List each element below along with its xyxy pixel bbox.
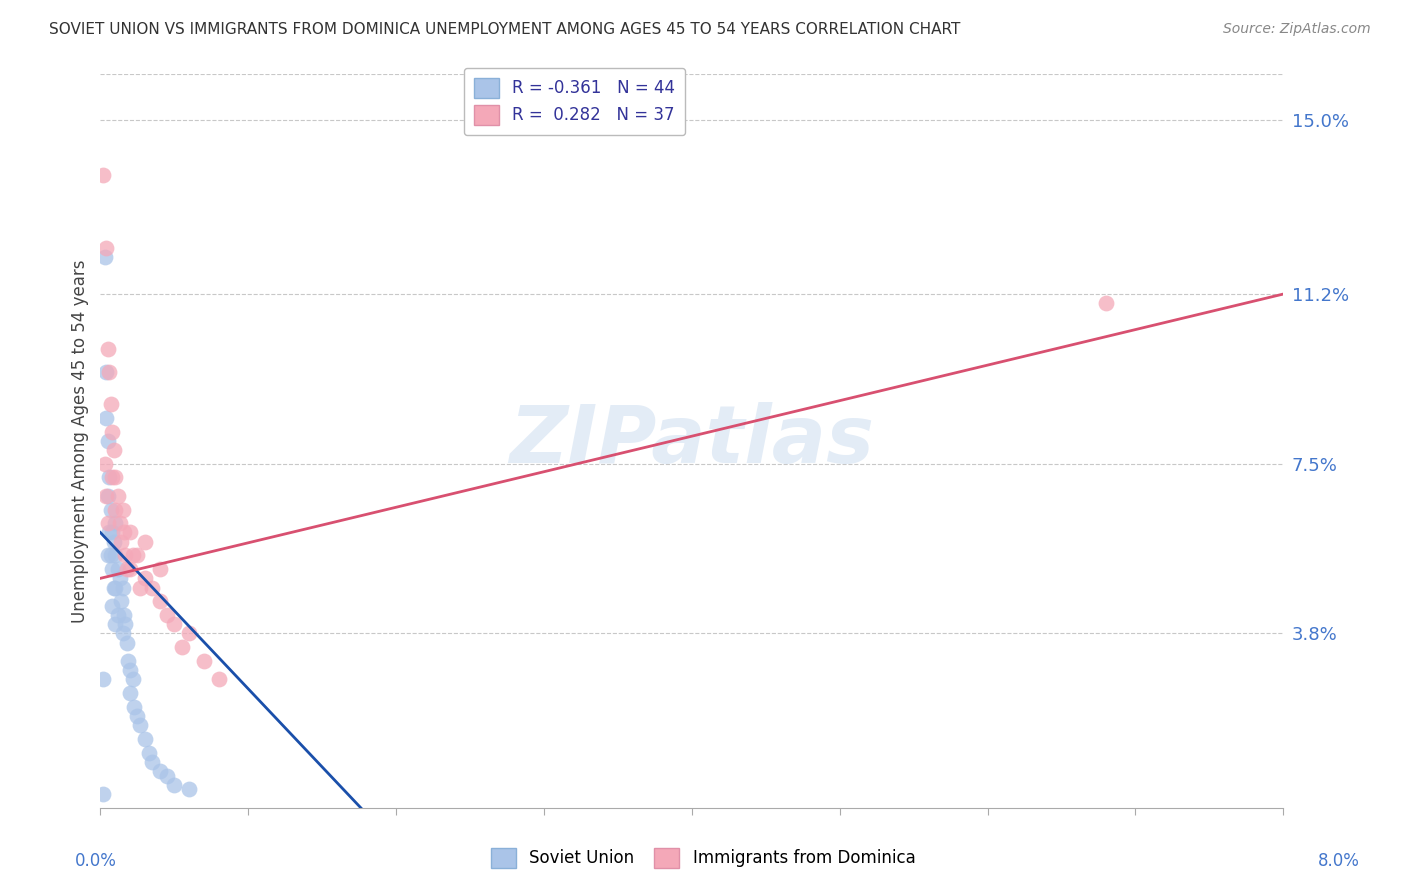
Point: [138, 746, 160, 760]
Point: [110, 534, 132, 549]
Point: [118, 663, 141, 677]
Point: [115, 635, 138, 649]
Point: [1095, 296, 1118, 310]
Point: [94, 251, 117, 265]
Point: [98, 525, 121, 540]
Point: [193, 654, 215, 668]
Point: [112, 525, 135, 540]
Point: [91, 787, 114, 801]
Point: [111, 626, 134, 640]
Point: [104, 470, 127, 484]
Point: [156, 607, 179, 622]
Text: 0.0%: 0.0%: [75, 852, 117, 870]
Point: [96, 241, 118, 255]
Point: [127, 549, 149, 563]
Point: [114, 617, 136, 632]
Point: [97, 549, 120, 563]
Point: [111, 581, 134, 595]
Point: [208, 672, 231, 686]
Point: [163, 778, 186, 792]
Point: [101, 470, 124, 484]
Text: 8.0%: 8.0%: [1317, 852, 1360, 870]
Point: [118, 562, 141, 576]
Point: [134, 534, 156, 549]
Legend: R = -0.361   N = 44, R =  0.282   N = 37: R = -0.361 N = 44, R = 0.282 N = 37: [464, 68, 685, 135]
Point: [97, 489, 120, 503]
Point: [100, 397, 122, 411]
Point: [101, 599, 124, 613]
Point: [122, 549, 145, 563]
Point: [141, 755, 163, 769]
Point: [100, 549, 122, 563]
Point: [115, 562, 138, 576]
Point: [108, 571, 131, 585]
Point: [100, 502, 122, 516]
Point: [98, 470, 121, 484]
Point: [104, 549, 127, 563]
Point: [96, 410, 118, 425]
Text: SOVIET UNION VS IMMIGRANTS FROM DOMINICA UNEMPLOYMENT AMONG AGES 45 TO 54 YEARS : SOVIET UNION VS IMMIGRANTS FROM DOMINICA…: [49, 22, 960, 37]
Point: [129, 718, 152, 732]
Point: [134, 571, 156, 585]
Text: ZIPatlas: ZIPatlas: [509, 401, 875, 480]
Point: [104, 581, 127, 595]
Point: [122, 672, 145, 686]
Point: [111, 502, 134, 516]
Point: [129, 581, 152, 595]
Point: [156, 768, 179, 782]
Point: [101, 425, 124, 439]
Point: [110, 594, 132, 608]
Legend: Soviet Union, Immigrants from Dominica: Soviet Union, Immigrants from Dominica: [484, 841, 922, 875]
Point: [91, 168, 114, 182]
Point: [170, 640, 193, 654]
Point: [127, 709, 149, 723]
Point: [97, 434, 120, 448]
Point: [97, 516, 120, 531]
Point: [108, 516, 131, 531]
Point: [148, 562, 170, 576]
Point: [107, 607, 129, 622]
Y-axis label: Unemployment Among Ages 45 to 54 years: Unemployment Among Ages 45 to 54 years: [72, 259, 89, 623]
Point: [101, 562, 124, 576]
Point: [114, 549, 136, 563]
Point: [96, 365, 118, 379]
Point: [148, 594, 170, 608]
Point: [103, 442, 125, 457]
Point: [101, 525, 124, 540]
Point: [103, 534, 125, 549]
Point: [124, 699, 146, 714]
Point: [107, 562, 129, 576]
Point: [148, 764, 170, 778]
Point: [104, 516, 127, 531]
Point: [177, 782, 200, 797]
Point: [96, 489, 118, 503]
Point: [117, 654, 139, 668]
Point: [163, 617, 186, 632]
Point: [94, 457, 117, 471]
Point: [134, 731, 156, 746]
Point: [118, 525, 141, 540]
Text: Source: ZipAtlas.com: Source: ZipAtlas.com: [1223, 22, 1371, 37]
Point: [91, 672, 114, 686]
Point: [107, 489, 129, 503]
Point: [177, 626, 200, 640]
Point: [141, 581, 163, 595]
Point: [103, 581, 125, 595]
Point: [97, 342, 120, 356]
Point: [112, 607, 135, 622]
Point: [118, 686, 141, 700]
Point: [104, 502, 127, 516]
Point: [104, 617, 127, 632]
Point: [98, 365, 121, 379]
